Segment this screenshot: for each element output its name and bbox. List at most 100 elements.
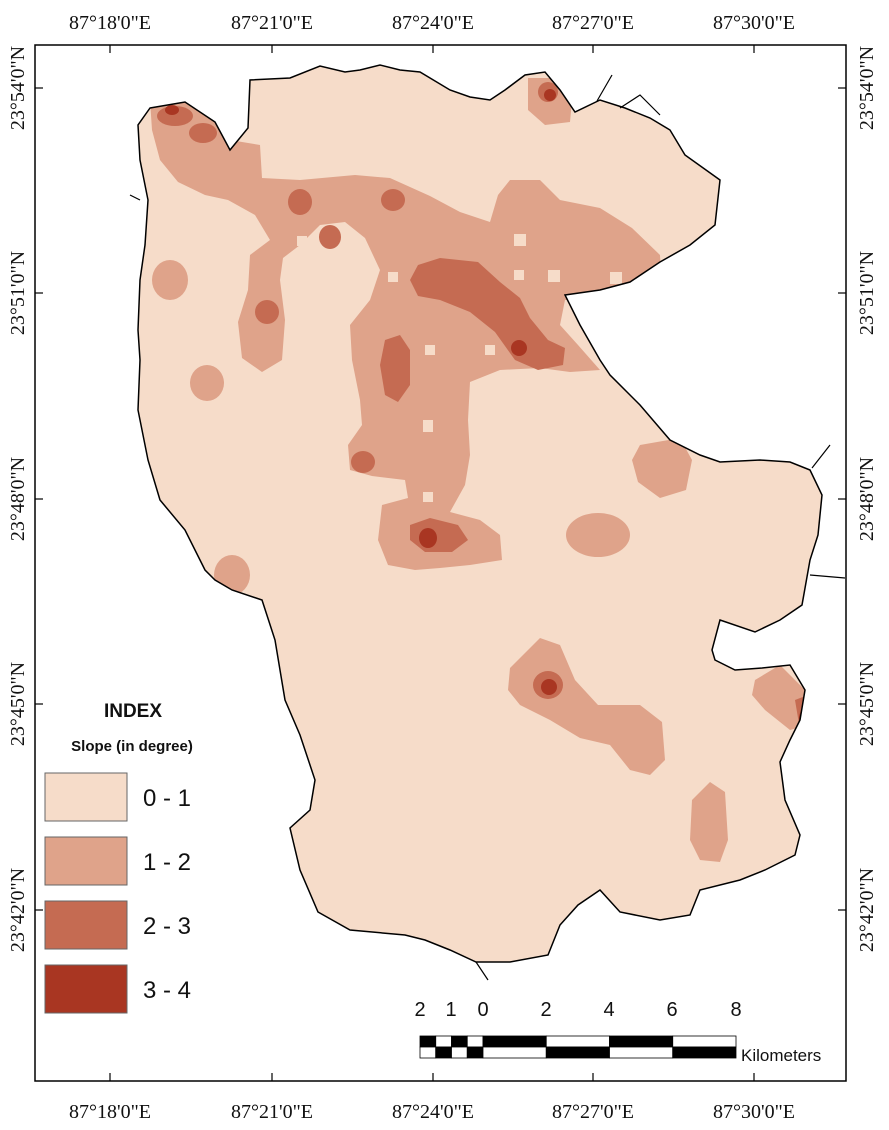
slope-zone-spot-f — [351, 451, 375, 473]
bottom-lon-label: 87°30'0"E — [713, 1101, 795, 1123]
flat-gap — [485, 345, 495, 355]
scale-segment — [609, 1035, 674, 1048]
slope-zone-spot-e — [380, 335, 410, 402]
scale-segment — [435, 1046, 452, 1059]
legend-item-0-1: 0 - 1 — [44, 772, 191, 822]
legend-swatch — [44, 964, 128, 1014]
steepest-spot-1 — [419, 528, 437, 548]
legend-swatch — [44, 900, 128, 950]
slope-zone-southwest-spot — [214, 555, 250, 595]
legend-item-1-2: 1 - 2 — [44, 836, 191, 886]
legend-item-2-3: 2 - 3 — [44, 900, 191, 950]
slope-zone-center-spot — [566, 513, 630, 557]
flat-gap — [514, 234, 526, 246]
slope-zone-spot-b — [381, 189, 405, 211]
scale-segment — [482, 1046, 547, 1059]
top-lon-label: 87°24'0"E — [392, 12, 474, 34]
scale-segment — [672, 1035, 737, 1048]
top-lon-label: 87°18'0"E — [69, 12, 151, 34]
left-lat-label: 23°48'0"N — [7, 457, 29, 541]
scale-segment — [672, 1046, 737, 1059]
scale-segment — [419, 1046, 437, 1059]
flat-gap — [423, 420, 433, 432]
legend-subtitle: Slope (in degree) — [71, 738, 193, 755]
right-lat-label: 23°42'0"N — [856, 868, 878, 952]
scale-segment — [451, 1046, 468, 1059]
slope-class-3-4-zones — [165, 89, 809, 726]
steepest-spot-3 — [511, 340, 527, 356]
slope-zone-east-lobe — [632, 438, 692, 498]
slope-zone-west-spot-2 — [190, 365, 224, 401]
scale-unit: Kilometers — [741, 1046, 821, 1065]
bottom-lon-label: 87°21'0"E — [231, 1101, 313, 1123]
left-latitude-labels: 23°54'0"N 23°51'0"N 23°48'0"N 23°45'0"N … — [7, 46, 29, 952]
graticule-ticks — [35, 45, 846, 1081]
slope-zone-southeast-lobe — [752, 665, 808, 730]
scale-number: 6 — [666, 999, 677, 1021]
scale-segment — [435, 1035, 452, 1048]
bottom-longitude-labels: 87°18'0"E 87°21'0"E 87°24'0"E 87°27'0"E … — [69, 1101, 795, 1123]
flat-gap — [297, 236, 307, 246]
legend-label: 1 - 2 — [143, 849, 191, 876]
right-latitude-labels: 23°54'0"N 23°51'0"N 23°48'0"N 23°45'0"N … — [856, 46, 878, 952]
boundary-line-east — [811, 444, 831, 469]
legend: INDEX Slope (in degree) 0 - 1 1 - 2 2 - … — [44, 701, 193, 1014]
slope-zone-north-band — [150, 95, 662, 570]
boundary-line-north — [596, 74, 613, 102]
study-area — [129, 64, 846, 981]
steepest-spot-4 — [544, 89, 556, 101]
slope-zone-spot-c — [319, 225, 341, 249]
slope-zone-spot-a — [288, 189, 312, 215]
flat-gaps — [297, 234, 622, 502]
bottom-lon-label: 87°24'0"E — [392, 1101, 474, 1123]
bottom-lon-label: 87°18'0"E — [69, 1101, 151, 1123]
slope-zone-south-spot — [690, 782, 728, 862]
legend-item-3-4: 3 - 4 — [44, 964, 191, 1014]
slope-zone-west-spot — [152, 260, 188, 300]
scale-segment — [466, 1046, 484, 1059]
left-lat-label: 23°54'0"N — [7, 46, 29, 130]
scale-number: 2 — [414, 999, 425, 1021]
slope-zone-nw-spot-2 — [189, 123, 217, 143]
scale-number: 8 — [730, 999, 741, 1021]
scale-segment — [466, 1035, 484, 1048]
scale-segment — [482, 1035, 547, 1048]
scale-bar-segments — [419, 1035, 737, 1059]
scale-number: 2 — [540, 999, 551, 1021]
boundary-line-east-2 — [809, 574, 846, 579]
bottom-lon-label: 87°27'0"E — [552, 1101, 634, 1123]
flat-gap — [548, 270, 560, 282]
legend-label: 3 - 4 — [143, 977, 191, 1004]
slope-zones — [150, 78, 810, 862]
scale-bar: 2 1 0 2 4 6 8 Kilometers — [414, 999, 821, 1065]
boundary-line-northeast — [619, 94, 661, 116]
flat-gap — [610, 272, 622, 284]
scale-segment — [451, 1035, 468, 1048]
flat-gap — [423, 492, 433, 502]
left-lat-label: 23°51'0"N — [7, 251, 29, 335]
steepest-spot-5 — [165, 105, 179, 115]
left-lat-label: 23°42'0"N — [7, 868, 29, 952]
steepest-spot-2 — [541, 679, 557, 695]
legend-title: INDEX — [104, 701, 162, 722]
top-longitude-labels: 87°18'0"E 87°21'0"E 87°24'0"E 87°27'0"E … — [69, 12, 795, 34]
slope-zone-central-ridge — [410, 258, 565, 370]
boundary-line-west — [129, 194, 141, 201]
scale-number: 4 — [603, 999, 614, 1021]
legend-label: 0 - 1 — [143, 785, 191, 812]
scale-segment — [545, 1046, 610, 1059]
flat-gap — [388, 272, 398, 282]
scale-number: 1 — [445, 999, 456, 1021]
right-lat-label: 23°51'0"N — [856, 251, 878, 335]
top-lon-label: 87°21'0"E — [231, 12, 313, 34]
top-lon-label: 87°27'0"E — [552, 12, 634, 34]
slope-zone-spot-d — [255, 300, 279, 324]
map-frame — [34, 44, 847, 1082]
scale-number: 0 — [477, 999, 488, 1021]
right-lat-label: 23°45'0"N — [856, 662, 878, 746]
scale-segment — [609, 1046, 674, 1059]
top-lon-label: 87°30'0"E — [713, 12, 795, 34]
right-lat-label: 23°48'0"N — [856, 457, 878, 541]
flat-gap — [425, 345, 435, 355]
scale-segment — [419, 1035, 437, 1048]
